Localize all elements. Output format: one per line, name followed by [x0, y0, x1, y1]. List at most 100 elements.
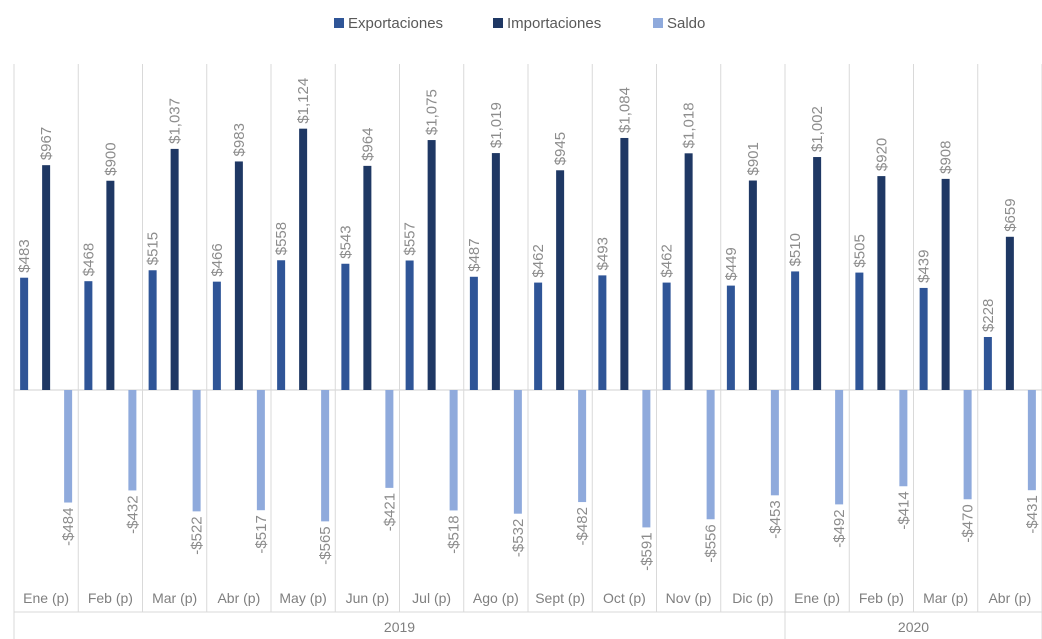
- data-label: -$432: [124, 495, 141, 533]
- bar-saldo: [128, 390, 137, 491]
- data-label: $439: [916, 250, 933, 283]
- category-tick-label: Abr (p): [217, 590, 260, 606]
- data-label: $462: [530, 244, 547, 277]
- category-tick-label: Nov (p): [666, 590, 712, 606]
- bar-saldo: [513, 390, 522, 514]
- bar-saldo: [963, 390, 972, 500]
- data-label: $557: [402, 222, 419, 255]
- data-label: $659: [1002, 198, 1019, 231]
- data-label: $515: [145, 232, 162, 265]
- data-label: -$470: [960, 504, 977, 542]
- legend-label: Saldo: [667, 15, 705, 32]
- bar-exportaciones: [919, 287, 928, 390]
- legend-swatch: [493, 18, 503, 28]
- legend-label: Exportaciones: [348, 15, 443, 32]
- data-label: -$414: [895, 491, 912, 529]
- bar-exportaciones: [983, 336, 992, 390]
- data-label: -$421: [381, 493, 398, 531]
- legend: Exportaciones Importaciones Saldo: [334, 15, 705, 32]
- bar-exportaciones: [662, 282, 671, 390]
- data-label: -$518: [446, 515, 463, 553]
- data-labels: $483 $967 -$484 $468 $900 -$432 $515 $1,037 -$52…: [16, 78, 1041, 571]
- bar-importaciones: [363, 165, 372, 390]
- data-label: $908: [938, 141, 955, 174]
- bar-importaciones: [234, 161, 243, 390]
- category-tick-label: May (p): [279, 590, 326, 606]
- bar-importaciones: [813, 157, 822, 390]
- bar-saldo: [1027, 390, 1036, 491]
- bar-exportaciones: [726, 285, 735, 390]
- bar-exportaciones: [212, 281, 221, 390]
- bar-exportaciones: [84, 281, 93, 390]
- bar-importaciones: [106, 180, 115, 390]
- bar-importaciones: [299, 128, 308, 391]
- data-label: $466: [209, 243, 226, 276]
- bar-exportaciones: [791, 271, 800, 390]
- category-tick-label: Jul (p): [412, 590, 451, 606]
- bar-saldo: [899, 390, 908, 487]
- data-label: -$431: [1024, 495, 1041, 533]
- bar-saldo: [770, 390, 779, 496]
- data-label: $543: [337, 225, 354, 258]
- bar-importaciones: [877, 176, 886, 390]
- data-label: -$492: [831, 509, 848, 547]
- data-label: $983: [231, 123, 248, 156]
- category-tick-label: Ago (p): [473, 590, 519, 606]
- category-tick-label: Mar (p): [923, 590, 968, 606]
- data-label: $487: [466, 238, 483, 271]
- category-tick-label: Dic (p): [732, 590, 773, 606]
- bar-exportaciones: [598, 275, 607, 390]
- data-label: $558: [273, 222, 290, 255]
- category-tick-label: Abr (p): [988, 590, 1031, 606]
- bar-saldo: [835, 390, 844, 505]
- category-tick-label: Feb (p): [88, 590, 133, 606]
- category-tick-label: Feb (p): [859, 590, 904, 606]
- data-label: $468: [80, 243, 97, 276]
- bar-exportaciones: [20, 277, 29, 390]
- bar-importaciones: [684, 153, 693, 390]
- category-tick-label: Sept (p): [535, 590, 585, 606]
- data-label: -$482: [574, 507, 591, 545]
- data-label: $945: [552, 132, 569, 165]
- data-label: $964: [359, 127, 376, 160]
- data-label: $449: [723, 247, 740, 280]
- legend-swatch: [653, 18, 663, 28]
- data-label: $1,037: [167, 98, 184, 144]
- data-label: $1,019: [488, 102, 505, 148]
- bar-importaciones: [620, 137, 629, 390]
- data-label: $1,002: [809, 106, 826, 152]
- data-label: -$522: [189, 516, 206, 554]
- data-label: -$556: [703, 524, 720, 562]
- data-label: -$532: [510, 519, 527, 557]
- bar-saldo: [385, 390, 394, 488]
- bar-saldo: [642, 390, 651, 528]
- legend-label: Importaciones: [507, 15, 601, 32]
- bar-importaciones: [941, 178, 950, 390]
- bar-saldo: [449, 390, 458, 511]
- category-tick-label: Ene (p): [794, 590, 840, 606]
- bar-exportaciones: [534, 282, 543, 390]
- data-label: $900: [102, 142, 119, 175]
- bar-importaciones: [1005, 236, 1014, 390]
- bar-exportaciones: [277, 260, 286, 390]
- category-tick-label: Jun (p): [346, 590, 390, 606]
- year-group-label: 2019: [384, 619, 415, 635]
- legend-swatch: [334, 18, 344, 28]
- bar-importaciones: [170, 148, 179, 390]
- category-tick-label: Mar (p): [152, 590, 197, 606]
- bars: [20, 128, 1036, 528]
- data-label: -$453: [767, 500, 784, 538]
- bar-exportaciones: [469, 276, 478, 390]
- bar-exportaciones: [148, 270, 157, 390]
- data-label: $1,084: [616, 87, 633, 133]
- data-label: $228: [980, 299, 997, 332]
- bar-importaciones: [556, 170, 565, 390]
- data-label: $483: [16, 239, 33, 272]
- data-label: $493: [594, 237, 611, 270]
- bar-saldo: [321, 390, 330, 522]
- data-label: $901: [745, 142, 762, 175]
- bar-importaciones: [427, 140, 436, 390]
- data-label: -$565: [317, 526, 334, 564]
- bar-saldo: [192, 390, 201, 512]
